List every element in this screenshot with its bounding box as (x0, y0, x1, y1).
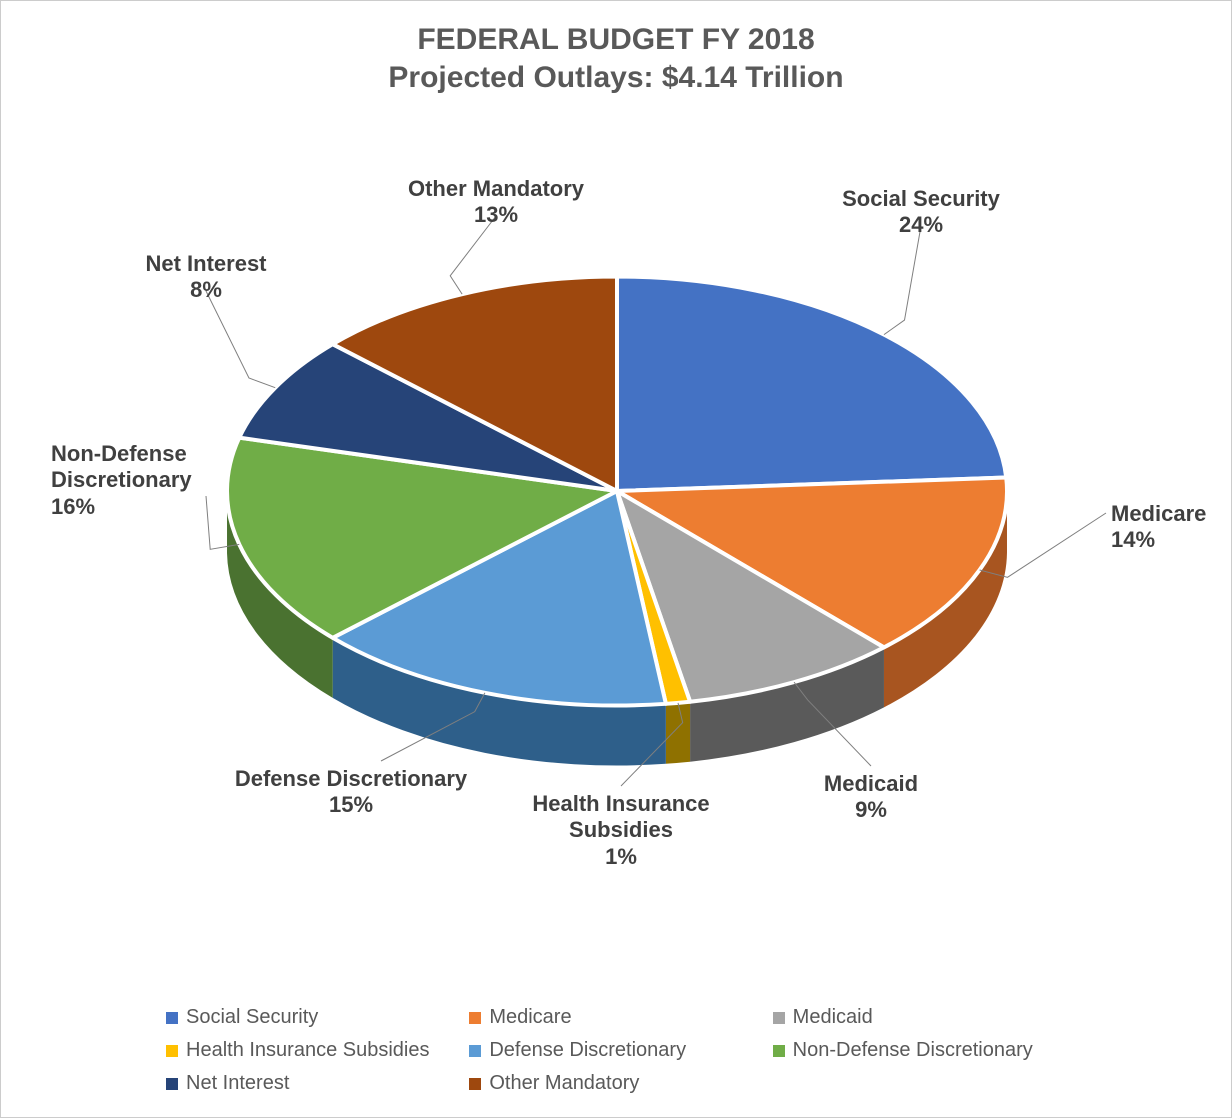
slice-label: Other Mandatory13% (408, 176, 584, 229)
legend-item: Defense Discretionary (469, 1039, 762, 1062)
pie-side (666, 702, 690, 764)
slice-label: Health InsuranceSubsidies1% (532, 791, 709, 870)
legend-swatch (469, 1012, 481, 1024)
legend-label: Medicare (489, 1006, 571, 1029)
title-line-2: Projected Outlays: $4.14 Trillion (1, 59, 1231, 97)
legend-item: Social Security (166, 1006, 459, 1029)
legend-swatch (773, 1012, 785, 1024)
legend-label: Defense Discretionary (489, 1039, 686, 1062)
slice-label: Defense Discretionary15% (235, 766, 467, 819)
legend-swatch (469, 1078, 481, 1090)
legend: Social Security Medicare Medicaid Health In… (166, 1006, 1066, 1095)
legend-label: Net Interest (186, 1072, 289, 1095)
legend-item: Medicare (469, 1006, 762, 1029)
legend-swatch (469, 1045, 481, 1057)
legend-swatch (166, 1045, 178, 1057)
legend-swatch (773, 1045, 785, 1057)
slice-label: Medicare14% (1111, 501, 1206, 554)
legend-item: Other Mandatory (469, 1072, 762, 1095)
legend-label: Medicaid (793, 1006, 873, 1029)
leader-line (884, 226, 921, 335)
title-line-1: FEDERAL BUDGET FY 2018 (1, 21, 1231, 59)
legend-item: Net Interest (166, 1072, 459, 1095)
legend-swatch (166, 1078, 178, 1090)
legend-label: Social Security (186, 1006, 318, 1029)
leader-line (206, 291, 275, 388)
chart-container: FEDERAL BUDGET FY 2018 Projected Outlays… (0, 0, 1232, 1118)
pie-area: Social Security24% Medicare14% Medicaid9% H… (1, 131, 1232, 931)
slice-label: Social Security24% (842, 186, 1000, 239)
slice-label: Non-DefenseDiscretionary16% (51, 441, 192, 520)
slice-label: Net Interest8% (145, 251, 266, 304)
legend-item: Health Insurance Subsidies (166, 1039, 459, 1062)
legend-label: Non-Defense Discretionary (793, 1039, 1033, 1062)
legend-label: Other Mandatory (489, 1072, 639, 1095)
legend-item: Non-Defense Discretionary (773, 1039, 1066, 1062)
legend-swatch (166, 1012, 178, 1024)
legend-item: Medicaid (773, 1006, 1066, 1029)
slice-label: Medicaid9% (824, 771, 918, 824)
pie-slice (617, 277, 1006, 492)
chart-title: FEDERAL BUDGET FY 2018 Projected Outlays… (1, 1, 1231, 96)
legend-label: Health Insurance Subsidies (186, 1039, 429, 1062)
